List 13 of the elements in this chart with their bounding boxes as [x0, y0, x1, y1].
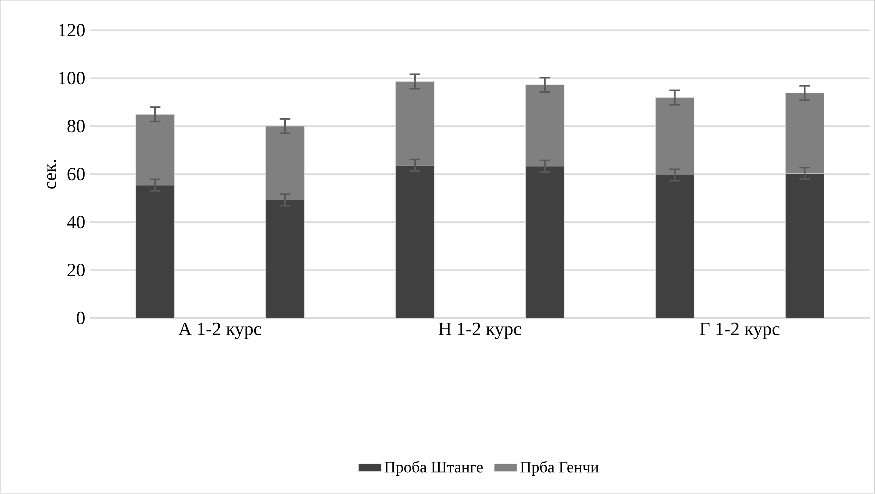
y-tick-label: 80 [68, 120, 85, 133]
x-tick-label: Г 1-2 курс [700, 323, 780, 340]
x-tick-label: А 1-2 курс [178, 323, 262, 340]
y-tick-label: 120 [59, 24, 85, 37]
y-tick-label: 20 [68, 264, 85, 277]
y-axis-title: сек. [47, 160, 57, 189]
y-tick-label: 0 [77, 312, 85, 325]
legend-label: Прба Генчи [520, 461, 599, 476]
legend-label: Проба Штанге [384, 461, 484, 476]
x-tick-label: Н 1-2 курс [438, 323, 522, 340]
y-tick-label: 100 [59, 72, 85, 85]
y-tick-label: 60 [68, 168, 85, 181]
y-tick-label: 40 [67, 216, 85, 229]
